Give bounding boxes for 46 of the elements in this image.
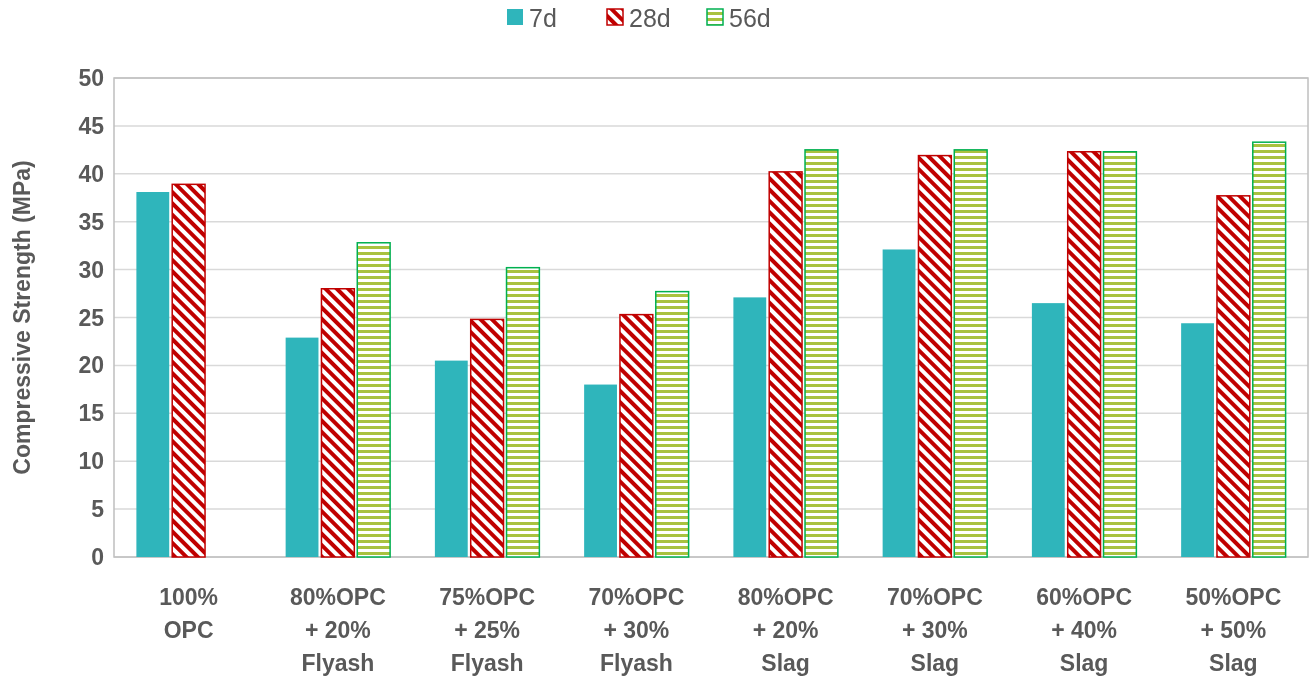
x-tick-label: 80%OPC + 20% Flyash (289, 584, 386, 676)
x-tick-label: 80%OPC + 20% Slag (737, 584, 834, 676)
y-tick-label: 5 (91, 496, 105, 523)
bar (320, 288, 356, 558)
y-tick-label: 40 (78, 160, 104, 187)
bar (505, 266, 541, 558)
bar (356, 242, 391, 558)
bar (285, 337, 319, 557)
bar (469, 318, 505, 558)
bar (953, 149, 988, 558)
bar (804, 149, 839, 558)
bar (1102, 151, 1138, 558)
bar (619, 313, 654, 558)
legend-label: 56d (729, 3, 771, 32)
legend-label: 7d (529, 3, 557, 32)
y-tick-label: 50 (78, 65, 104, 92)
bar (1066, 151, 1102, 558)
bar (136, 192, 170, 557)
y-tick-label: 10 (78, 448, 104, 475)
legend-label: 28d (629, 3, 671, 32)
bar (584, 384, 617, 557)
bar (655, 290, 690, 558)
y-tick-label: 15 (78, 400, 105, 427)
bar (1031, 303, 1065, 557)
y-tick-label: 25 (78, 304, 105, 331)
bar (171, 183, 206, 558)
bar (882, 249, 916, 557)
y-tick-label: 30 (78, 256, 104, 283)
x-tick-label: 100% OPC (159, 584, 219, 643)
bar (1216, 195, 1251, 558)
bar (917, 154, 953, 558)
bar (1252, 141, 1287, 558)
y-axis-title: Compressive Strength (MPa) (9, 160, 35, 475)
bar (1181, 323, 1214, 557)
y-tick-label: 20 (78, 352, 104, 379)
bar (733, 297, 767, 557)
x-tick-label: 70%OPC + 30% Flyash (588, 584, 685, 676)
x-tick-label: 75%OPC + 25% Flyash (439, 584, 536, 676)
x-tick-label: 60%OPC + 40% Slag (1036, 584, 1133, 676)
x-tick-label: 50%OPC + 50% Slag (1185, 584, 1282, 676)
x-tick-label: 70%OPC + 30% Slag (886, 584, 983, 676)
bar (434, 360, 468, 557)
y-tick-label: 35 (78, 208, 105, 235)
y-tick-label: 45 (78, 112, 105, 139)
y-tick-label: 0 (91, 544, 104, 571)
bar (768, 171, 803, 558)
